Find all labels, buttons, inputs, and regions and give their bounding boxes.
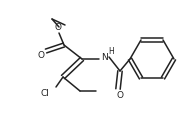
Text: O: O bbox=[37, 51, 44, 60]
Text: Cl: Cl bbox=[41, 90, 49, 99]
Text: O: O bbox=[55, 22, 61, 31]
Text: O: O bbox=[117, 91, 124, 100]
Text: N: N bbox=[101, 52, 107, 61]
Text: H: H bbox=[108, 46, 114, 55]
